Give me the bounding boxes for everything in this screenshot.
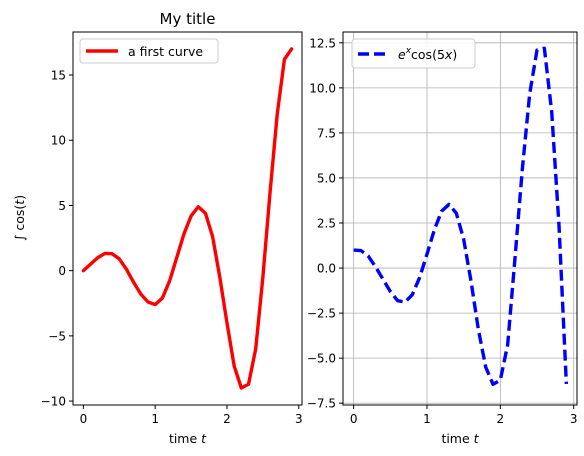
right-y-tick-label: 0.0	[317, 262, 336, 276]
right-legend-box	[351, 38, 476, 69]
right-y-tick-label: 12.5	[309, 36, 336, 50]
left-series-line	[81, 47, 294, 390]
left-y-axis-label: ∫ cos(t)	[12, 195, 27, 241]
left-y-tick-label: 10	[51, 134, 66, 148]
right-y-tick-label: 5.0	[317, 171, 336, 185]
right-axes: 0 1 2 3 −7.5 −5.0 −2.5 0.0 2.5 5.0 7.5 10.0 12.5 ti…	[307, 31, 578, 446]
right-x-axis-label-var: t	[474, 431, 480, 446]
right-y-tick-label: −2.5	[307, 307, 336, 321]
left-x-axis-label-var: t	[201, 431, 207, 446]
left-plot-frame	[72, 31, 303, 406]
right-y-tick-label: −7.5	[307, 397, 336, 411]
left-legend: a first curve	[79, 38, 219, 64]
right-y-tick-label: 2.5	[317, 217, 336, 231]
left-y-tick-label: −10	[41, 395, 66, 409]
left-legend-label: a first curve	[128, 44, 203, 59]
right-plot-frame	[342, 31, 578, 406]
right-y-tick-label: 7.5	[317, 126, 336, 140]
left-x-axis-label: time t	[169, 431, 207, 446]
right-y-tick-label: −5.0	[307, 352, 336, 366]
left-y-tick-label: 5	[58, 199, 66, 213]
left-y-axis-label-var: t	[12, 199, 27, 205]
left-x-axis-label-prefix: time	[169, 431, 201, 446]
left-legend-box	[79, 38, 219, 64]
left-x-tick-label: 0	[80, 412, 88, 426]
right-x-axis-label-prefix: time	[441, 431, 473, 446]
right-series-line	[353, 46, 569, 386]
right-y-tick-label: 10.0	[309, 81, 336, 95]
right-x-tick-label: 2	[497, 412, 505, 426]
right-legend-label: excos(5x)	[398, 46, 457, 62]
left-y-tick-label: 0	[58, 264, 66, 278]
left-y-axis-label-integral: ∫ cos(	[12, 205, 27, 241]
right-legend: excos(5x)	[351, 38, 476, 69]
left-y-tick-label: −5	[48, 329, 66, 343]
right-x-tick-label: 3	[570, 412, 578, 426]
right-x-tick-label: 1	[423, 412, 431, 426]
left-x-tick-label: 3	[295, 412, 303, 426]
left-x-tick-label: 1	[151, 412, 159, 426]
right-x-axis-label: time t	[441, 431, 479, 446]
right-x-tick-label: 0	[350, 412, 358, 426]
left-chart-title: My title	[160, 10, 216, 28]
left-y-tick-label: 15	[51, 69, 66, 83]
left-x-tick-label: 2	[223, 412, 231, 426]
